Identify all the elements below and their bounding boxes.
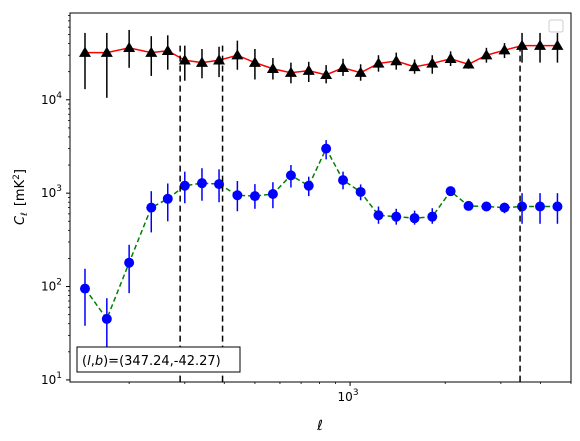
- data-point: [79, 283, 90, 294]
- y-axis-label-subscript: ℓ: [20, 212, 30, 217]
- y-tick-label-base: 10: [41, 373, 56, 387]
- series-triangle: [78, 29, 564, 98]
- y-axis-label-units: [mK: [13, 179, 28, 206]
- data-point: [499, 202, 510, 213]
- data-point: [284, 66, 297, 77]
- data-point: [517, 201, 528, 212]
- data-point: [516, 39, 529, 50]
- y-axis-label-units-exp: 2: [12, 174, 22, 180]
- data-point: [145, 46, 158, 57]
- data-point: [100, 46, 113, 57]
- data-point: [355, 186, 366, 197]
- data-point: [124, 257, 135, 268]
- data-point: [249, 191, 260, 202]
- svg-text:(l,b)=(347.24,-42.27): (l,b)=(347.24,-42.27): [82, 354, 221, 369]
- data-point: [196, 178, 207, 189]
- data-point: [214, 179, 225, 190]
- series-circle: [79, 140, 563, 354]
- data-point: [232, 190, 243, 201]
- data-point: [248, 56, 261, 67]
- y-axis-label-symbol: C: [13, 215, 28, 225]
- data-point: [426, 57, 439, 68]
- data-point: [178, 54, 191, 65]
- annotation-l: l: [87, 354, 91, 369]
- y-tick-label-base: 10: [41, 280, 56, 294]
- annotation-value: )=(347.24,-42.27): [103, 354, 221, 369]
- y-tick-label-exponent: 3: [56, 184, 62, 194]
- annotation-prefix: (: [82, 354, 87, 369]
- annotation-b: b: [95, 354, 103, 369]
- data-point: [444, 52, 457, 63]
- data-point: [390, 55, 403, 66]
- x-axis-label: ℓ: [316, 418, 323, 434]
- data-point: [302, 64, 315, 75]
- data-point: [231, 49, 244, 60]
- data-point: [338, 175, 349, 186]
- data-point: [123, 41, 136, 53]
- data-point: [179, 180, 190, 191]
- data-point: [391, 211, 402, 222]
- x-tick-label: 103: [338, 388, 359, 404]
- y-tick-label-exponent: 4: [56, 91, 62, 101]
- plot-layer: [78, 29, 564, 382]
- data-point: [372, 57, 385, 68]
- data-point: [321, 143, 332, 154]
- data-point: [162, 193, 173, 204]
- data-point: [337, 61, 350, 73]
- data-point: [303, 180, 314, 191]
- y-tick-label-base: 10: [41, 186, 56, 200]
- data-point: [551, 39, 564, 50]
- data-point: [267, 188, 278, 199]
- y-tick-label: 103: [41, 184, 62, 200]
- y-axis-label: Cℓ [mK2]: [12, 169, 30, 225]
- data-point: [534, 39, 547, 50]
- data-point: [285, 170, 296, 181]
- data-point: [373, 210, 384, 221]
- data-point: [481, 201, 492, 212]
- x-tick-label-base: 10: [338, 390, 353, 404]
- annotation-box: (l,b)=(347.24,-42.27): [76, 346, 241, 373]
- series-line: [84, 146, 558, 321]
- data-point: [213, 54, 226, 65]
- data-point: [498, 44, 511, 55]
- y-tick-label: 104: [41, 91, 62, 107]
- y-tick-label-exponent: 1: [56, 371, 62, 381]
- data-point: [266, 62, 279, 73]
- data-point: [161, 44, 174, 55]
- data-point: [195, 56, 208, 67]
- data-point: [409, 213, 420, 224]
- data-point: [462, 58, 475, 69]
- data-point: [535, 201, 546, 212]
- data-point: [408, 60, 421, 72]
- axes-frame: [69, 12, 572, 383]
- y-tick-label: 102: [41, 278, 62, 294]
- y-tick-label: 101: [41, 371, 62, 387]
- data-point: [78, 46, 91, 57]
- data-point: [480, 49, 493, 60]
- y-tick-label-base: 10: [41, 93, 56, 107]
- y-tick-label-exponent: 2: [56, 278, 62, 288]
- data-point: [445, 186, 456, 197]
- annotation-comma: ,: [91, 354, 95, 369]
- data-point: [146, 202, 157, 213]
- legend-box: [548, 19, 564, 33]
- y-axis-label-units-close: ]: [13, 169, 28, 174]
- data-point: [354, 66, 367, 77]
- data-point: [320, 68, 333, 80]
- data-point: [427, 211, 438, 222]
- data-point: [101, 313, 112, 324]
- svg-text:Cℓ[mK2]: Cℓ [mK2]: [12, 169, 30, 225]
- x-tick-label-exponent: 3: [353, 388, 359, 398]
- data-point: [463, 200, 474, 211]
- data-point: [552, 201, 563, 212]
